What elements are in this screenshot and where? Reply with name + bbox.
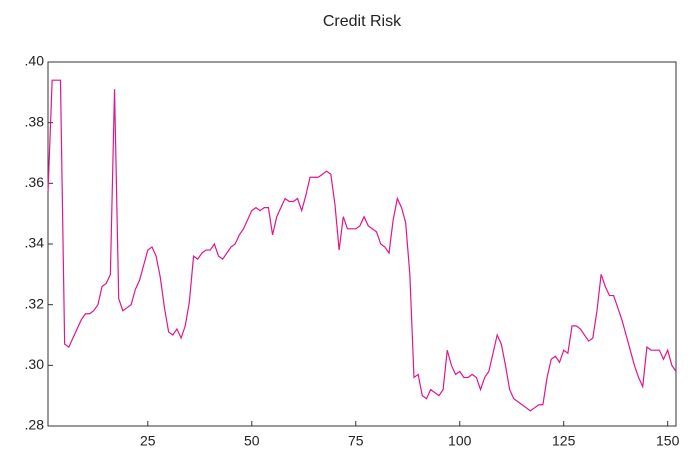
chart: Credit Risk .28 .30 .32 .34 .36 .38 .40 25 50 75 1… — [0, 0, 689, 457]
y-tick-label: .40 — [25, 53, 45, 69]
plot-frame — [48, 62, 676, 426]
y-tick-label: .34 — [25, 235, 45, 251]
x-tick-label: 150 — [656, 433, 680, 449]
x-tick-label: 100 — [448, 433, 472, 449]
y-tick-label: .32 — [25, 295, 45, 311]
page: Credit Risk .28 .30 .32 .34 .36 .38 .40 25 50 75 1… — [0, 0, 689, 462]
x-tick-label: 125 — [552, 433, 576, 449]
x-tick-label: 25 — [140, 433, 156, 449]
chart-title: Credit Risk — [323, 13, 402, 30]
x-tick-label: 50 — [244, 433, 260, 449]
y-tick-label: .28 — [25, 417, 45, 433]
data-line — [48, 80, 676, 411]
y-tick-label: .30 — [25, 356, 45, 372]
x-tick-label: 75 — [348, 433, 364, 449]
y-tick-label: .36 — [25, 174, 45, 190]
y-tick-label: .38 — [25, 113, 45, 129]
